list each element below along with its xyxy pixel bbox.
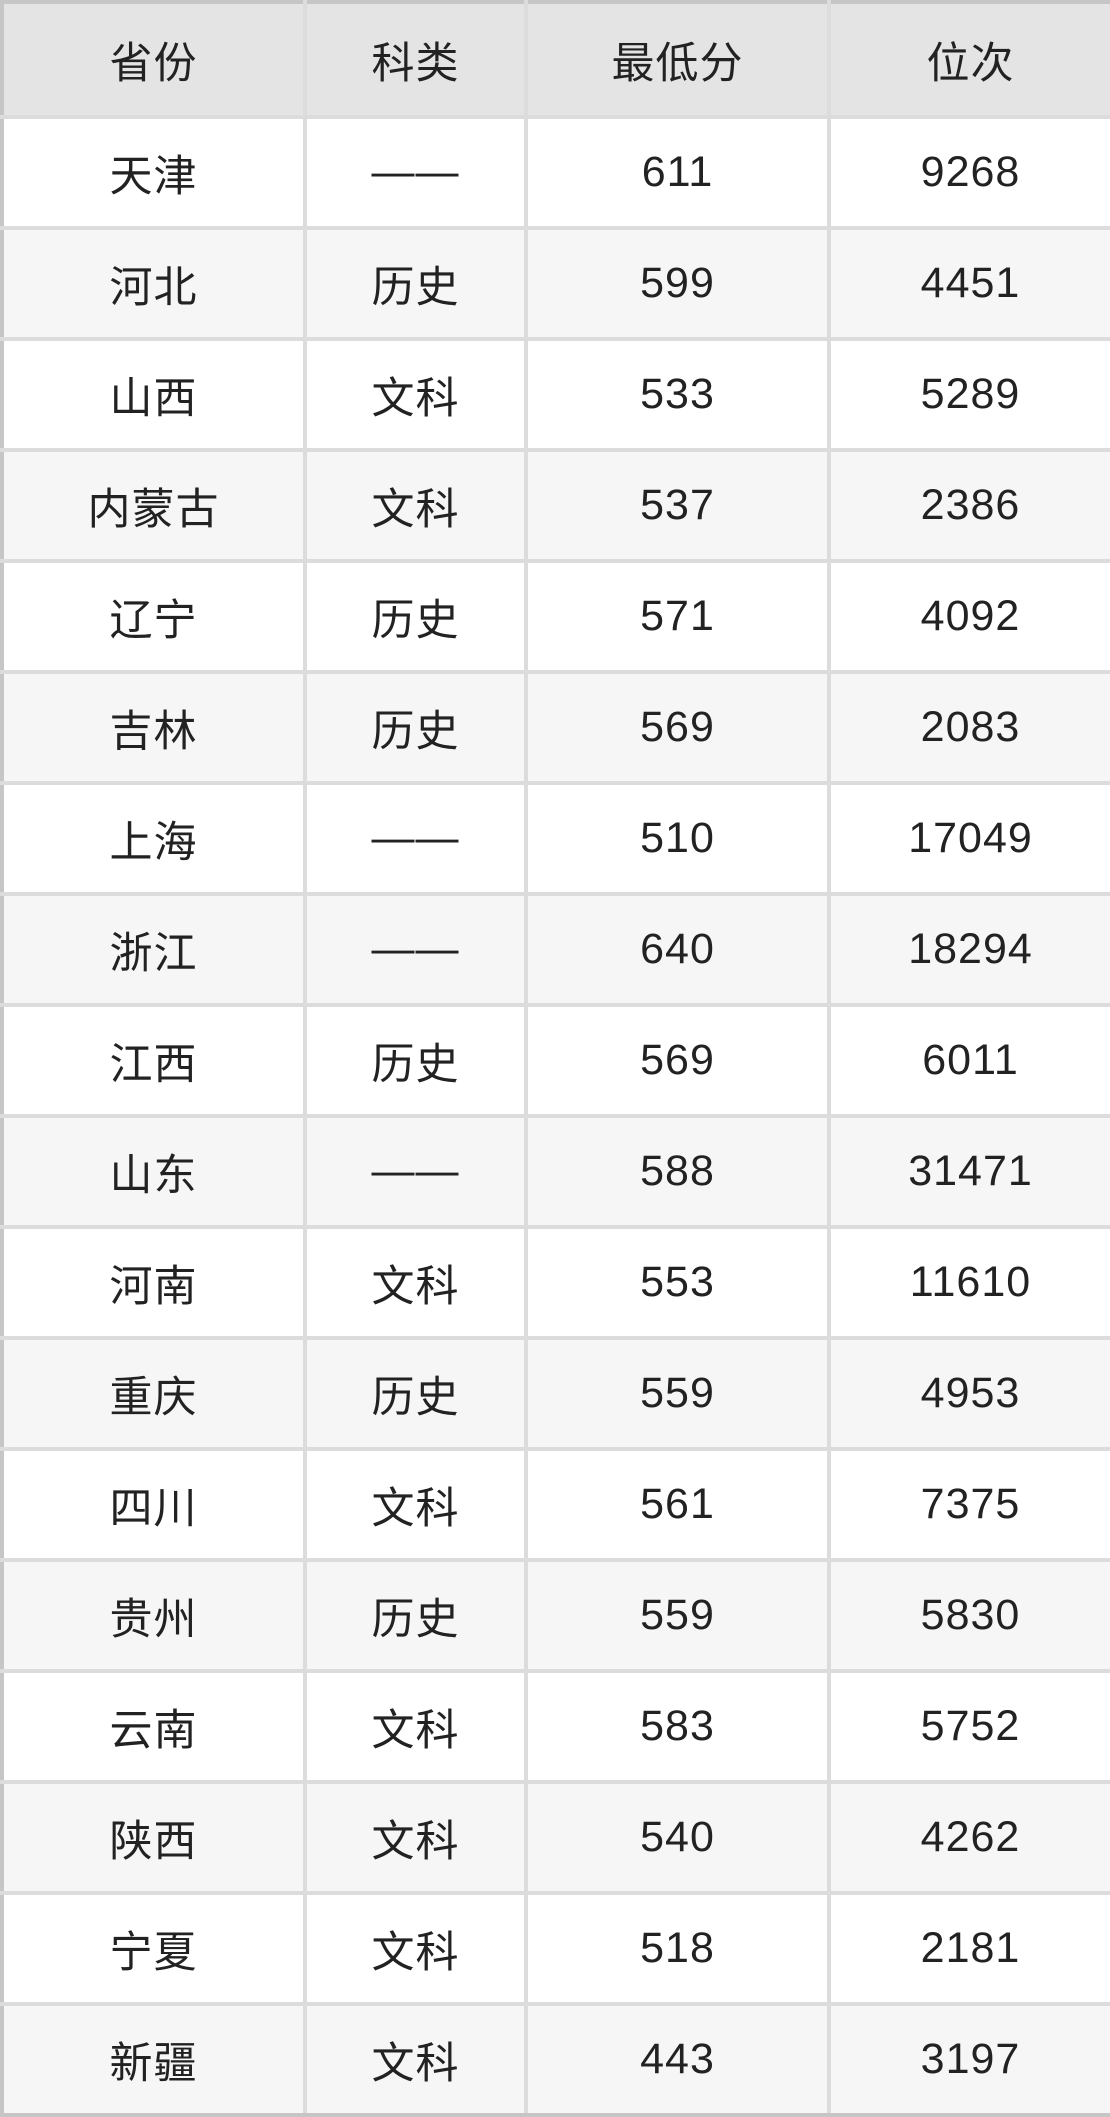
table-row: 内蒙古 文科 537 2386: [0, 448, 1110, 563]
rank-cell: 9268: [827, 115, 1110, 230]
category-cell: 文科: [303, 1669, 528, 1784]
min-score-cell: 518: [524, 1891, 831, 2006]
table-row: 陕西 文科 540 4262: [0, 1780, 1110, 1895]
rank-cell: 3197: [827, 2002, 1110, 2117]
min-score-cell: 561: [524, 1447, 831, 1562]
min-score-cell: 559: [524, 1336, 831, 1451]
category-cell: 文科: [303, 337, 528, 452]
table-row: 山东 —— 588 31471: [0, 1114, 1110, 1229]
table-row: 新疆 文科 443 3197: [0, 2002, 1110, 2117]
province-cell: 贵州: [0, 1558, 307, 1673]
min-score-cell: 583: [524, 1669, 831, 1784]
min-score-cell: 443: [524, 2002, 831, 2117]
category-cell: 文科: [303, 448, 528, 563]
category-cell: 历史: [303, 670, 528, 785]
table-body: 天津 —— 611 9268 河北 历史 599 4451 山西 文科 533 5289 内蒙古 文科 53…: [0, 115, 1110, 2117]
category-cell: ——: [303, 781, 528, 896]
min-score-cell: 510: [524, 781, 831, 896]
rank-cell: 4451: [827, 226, 1110, 341]
min-score-cell: 569: [524, 670, 831, 785]
table-row: 贵州 历史 559 5830: [0, 1558, 1110, 1673]
category-cell: ——: [303, 892, 528, 1007]
category-cell: 历史: [303, 1336, 528, 1451]
province-cell: 内蒙古: [0, 448, 307, 563]
category-cell: 历史: [303, 559, 528, 674]
rank-cell: 7375: [827, 1447, 1110, 1562]
province-cell: 吉林: [0, 670, 307, 785]
province-cell: 山东: [0, 1114, 307, 1229]
category-cell: ——: [303, 115, 528, 230]
min-score-cell: 559: [524, 1558, 831, 1673]
min-score-cell: 571: [524, 559, 831, 674]
province-cell: 山西: [0, 337, 307, 452]
min-score-cell: 599: [524, 226, 831, 341]
rank-cell: 4262: [827, 1780, 1110, 1895]
province-cell: 江西: [0, 1003, 307, 1118]
table-row: 江西 历史 569 6011: [0, 1003, 1110, 1118]
province-cell: 河北: [0, 226, 307, 341]
category-cell: 文科: [303, 1225, 528, 1340]
category-cell: 历史: [303, 1558, 528, 1673]
province-cell: 辽宁: [0, 559, 307, 674]
province-cell: 四川: [0, 1447, 307, 1562]
col-header-category: 科类: [303, 0, 528, 119]
province-cell: 上海: [0, 781, 307, 896]
province-cell: 河南: [0, 1225, 307, 1340]
rank-cell: 18294: [827, 892, 1110, 1007]
category-cell: 文科: [303, 1780, 528, 1895]
col-header-rank: 位次: [827, 0, 1110, 119]
category-cell: 文科: [303, 1891, 528, 2006]
table-row: 云南 文科 583 5752: [0, 1669, 1110, 1784]
table-row: 上海 —— 510 17049: [0, 781, 1110, 896]
min-score-cell: 540: [524, 1780, 831, 1895]
min-score-cell: 537: [524, 448, 831, 563]
category-cell: 文科: [303, 2002, 528, 2117]
rank-cell: 5752: [827, 1669, 1110, 1784]
table-row: 河南 文科 553 11610: [0, 1225, 1110, 1340]
category-cell: ——: [303, 1114, 528, 1229]
province-cell: 浙江: [0, 892, 307, 1007]
rank-cell: 5830: [827, 1558, 1110, 1673]
category-cell: 历史: [303, 1003, 528, 1118]
table-row: 四川 文科 561 7375: [0, 1447, 1110, 1562]
min-score-cell: 588: [524, 1114, 831, 1229]
table-row: 宁夏 文科 518 2181: [0, 1891, 1110, 2006]
rank-cell: 11610: [827, 1225, 1110, 1340]
table-row: 天津 —— 611 9268: [0, 115, 1110, 230]
col-header-province: 省份: [0, 0, 307, 119]
rank-cell: 4953: [827, 1336, 1110, 1451]
rank-cell: 17049: [827, 781, 1110, 896]
table-header-row: 省份 科类 最低分 位次: [0, 0, 1110, 119]
province-cell: 陕西: [0, 1780, 307, 1895]
min-score-cell: 640: [524, 892, 831, 1007]
table-row: 山西 文科 533 5289: [0, 337, 1110, 452]
table-row: 浙江 —— 640 18294: [0, 892, 1110, 1007]
table-row: 河北 历史 599 4451: [0, 226, 1110, 341]
table-row: 重庆 历史 559 4953: [0, 1336, 1110, 1451]
rank-cell: 31471: [827, 1114, 1110, 1229]
province-cell: 新疆: [0, 2002, 307, 2117]
province-cell: 重庆: [0, 1336, 307, 1451]
min-score-cell: 553: [524, 1225, 831, 1340]
rank-cell: 2181: [827, 1891, 1110, 2006]
province-cell: 宁夏: [0, 1891, 307, 2006]
rank-cell: 6011: [827, 1003, 1110, 1118]
province-cell: 天津: [0, 115, 307, 230]
min-score-cell: 569: [524, 1003, 831, 1118]
table-row: 吉林 历史 569 2083: [0, 670, 1110, 785]
category-cell: 文科: [303, 1447, 528, 1562]
province-cell: 云南: [0, 1669, 307, 1784]
min-score-cell: 611: [524, 115, 831, 230]
min-score-cell: 533: [524, 337, 831, 452]
table-row: 辽宁 历史 571 4092: [0, 559, 1110, 674]
rank-cell: 2083: [827, 670, 1110, 785]
category-cell: 历史: [303, 226, 528, 341]
rank-cell: 5289: [827, 337, 1110, 452]
col-header-min-score: 最低分: [524, 0, 831, 119]
rank-cell: 2386: [827, 448, 1110, 563]
rank-cell: 4092: [827, 559, 1110, 674]
